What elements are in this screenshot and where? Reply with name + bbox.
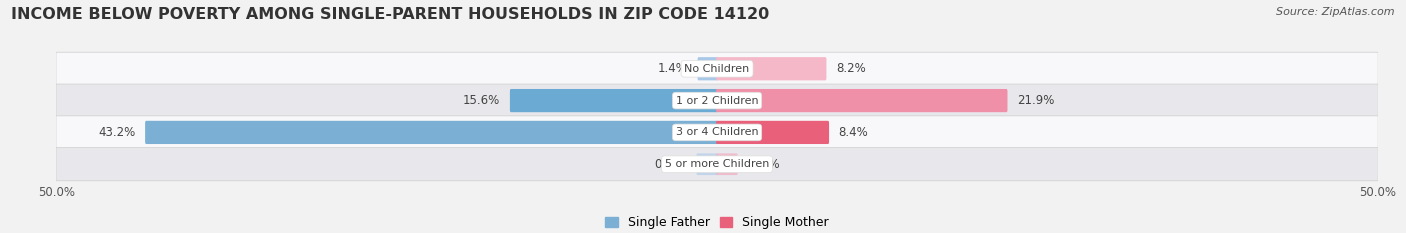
FancyBboxPatch shape <box>697 57 718 80</box>
FancyBboxPatch shape <box>716 57 827 80</box>
Text: No Children: No Children <box>685 64 749 74</box>
FancyBboxPatch shape <box>56 84 1378 117</box>
FancyBboxPatch shape <box>56 148 1378 181</box>
Text: 21.9%: 21.9% <box>1017 94 1054 107</box>
FancyBboxPatch shape <box>56 116 1378 149</box>
Text: 43.2%: 43.2% <box>98 126 135 139</box>
Text: 3 or 4 Children: 3 or 4 Children <box>676 127 758 137</box>
FancyBboxPatch shape <box>717 153 738 175</box>
Text: 5 or more Children: 5 or more Children <box>665 159 769 169</box>
FancyBboxPatch shape <box>510 89 718 112</box>
Text: Source: ZipAtlas.com: Source: ZipAtlas.com <box>1277 7 1395 17</box>
Text: 8.4%: 8.4% <box>838 126 869 139</box>
FancyBboxPatch shape <box>145 121 718 144</box>
Text: 0.0%: 0.0% <box>654 158 685 171</box>
FancyBboxPatch shape <box>696 153 717 175</box>
Text: 0.0%: 0.0% <box>751 158 780 171</box>
Legend: Single Father, Single Mother: Single Father, Single Mother <box>600 211 834 233</box>
Text: INCOME BELOW POVERTY AMONG SINGLE-PARENT HOUSEHOLDS IN ZIP CODE 14120: INCOME BELOW POVERTY AMONG SINGLE-PARENT… <box>11 7 769 22</box>
Text: 1.4%: 1.4% <box>658 62 688 75</box>
FancyBboxPatch shape <box>56 52 1378 85</box>
Text: 8.2%: 8.2% <box>837 62 866 75</box>
FancyBboxPatch shape <box>716 121 830 144</box>
Text: 1 or 2 Children: 1 or 2 Children <box>676 96 758 106</box>
FancyBboxPatch shape <box>716 89 1008 112</box>
Text: 15.6%: 15.6% <box>463 94 501 107</box>
